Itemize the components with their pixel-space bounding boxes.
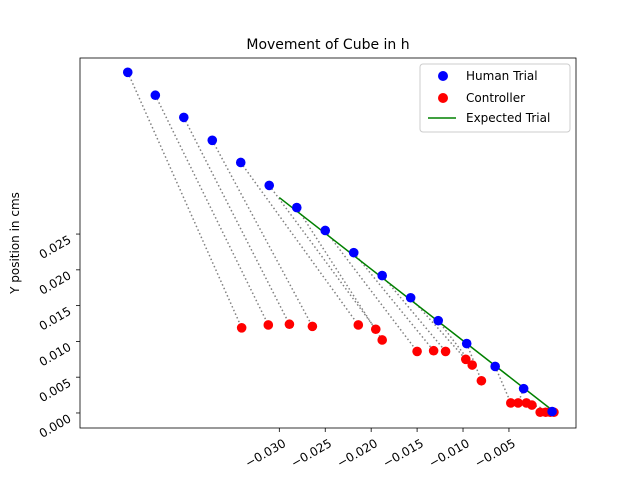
y-tick-label: 0.005 [37,376,74,405]
controller-point [353,320,364,330]
human-trial-point [348,247,359,258]
connector-line [183,117,291,325]
human-trial-point [178,112,189,123]
x-tick-label: −0.020 [335,436,380,470]
connector-line [127,72,243,329]
human-trial-point [490,361,500,372]
controller-point [476,375,487,386]
human-trial-point [207,135,218,146]
connector-line [437,320,473,366]
controller-point [467,360,478,370]
x-tick-label: −0.025 [289,436,334,470]
controller-point [263,320,274,330]
y-tick-label: 0.000 [37,411,74,440]
controller-point [527,400,537,410]
legend-label-expected-trial: Expected Trial [466,111,550,125]
legend: Human Trial Controller Expected Trial [419,63,571,133]
connector-line [240,162,359,326]
y-tick-label: 0.015 [37,304,74,333]
connector-line [353,252,435,352]
controller-point [505,398,516,408]
connector-line [324,230,418,352]
controller-point [284,319,295,330]
human-trial-point [291,202,302,213]
human-trial-point [235,157,246,168]
controller-point [307,321,318,332]
human-trial-point [264,180,275,191]
y-axis-label: Y position in cms [8,192,22,295]
y-tick-label: 0.025 [37,233,74,262]
human-trial-point [122,67,133,78]
connector-line [381,275,447,352]
legend-box [419,63,571,133]
connector-line [410,297,467,360]
human-trial-point [150,90,161,101]
x-tick-label: −0.030 [243,436,288,470]
y-tick-label: 0.020 [37,268,74,297]
connector-line [494,366,512,404]
legend-marker-controller [438,93,448,103]
controller-point [412,346,422,357]
human-trial-point [433,315,444,326]
x-tick-label: −0.005 [472,436,517,470]
human-trial-point [518,383,529,394]
x-tick-label: −0.015 [381,436,426,470]
x-tick-label: −0.010 [426,436,471,470]
legend-marker-human-trial [438,71,448,81]
controller-point [460,354,471,365]
human-trial-point [547,406,557,417]
controller-point [428,345,439,356]
chart-title: Movement of Cube in h [246,37,409,53]
connector-line [211,139,314,327]
human-trial-point [377,270,387,281]
legend-label-human-trial: Human Trial [466,69,538,83]
y-tick-label: 0.010 [37,340,74,369]
human-trial-point [405,292,416,303]
controller-point [370,324,381,335]
axes-frame [79,57,577,429]
connector-line [268,184,377,330]
controller-point [236,323,247,333]
controller-point [513,398,523,408]
human-trial-point [461,338,472,349]
legend-label-controller: Controller [466,91,525,105]
controller-point [377,335,387,345]
plot-area [122,67,559,418]
human-trial-point [320,225,331,236]
controller-point [440,346,451,357]
connector-line [154,94,269,326]
